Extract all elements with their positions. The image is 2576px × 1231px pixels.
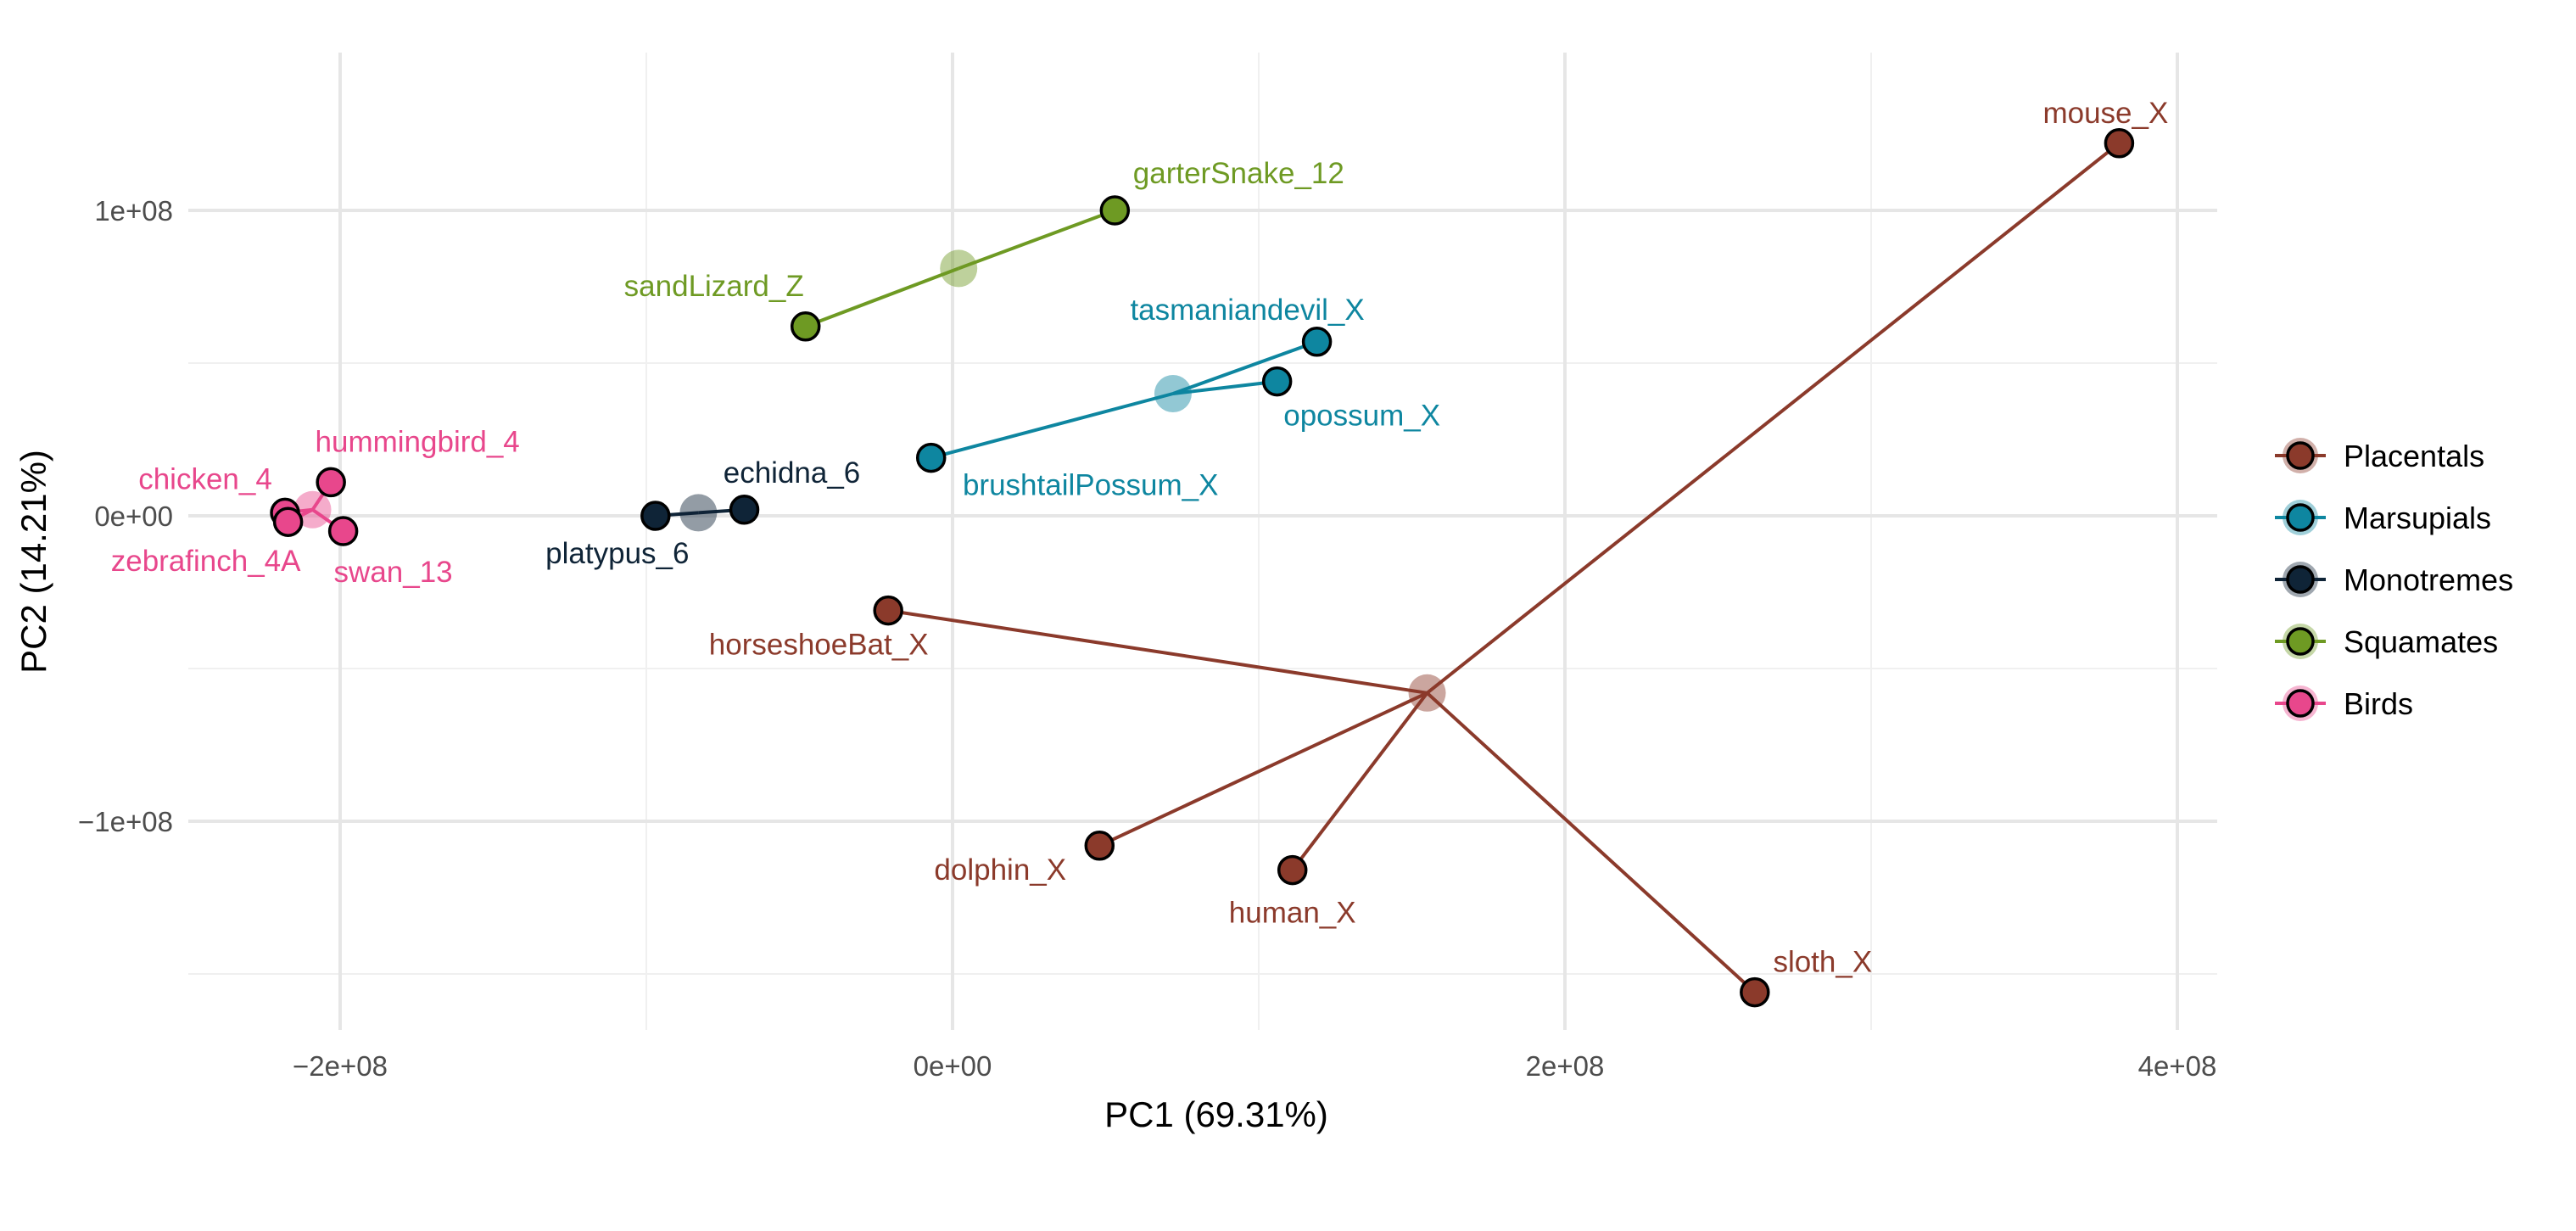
- centroid-birds: [293, 490, 332, 529]
- label-opossum_X: opossum_X: [1283, 400, 1440, 433]
- label-horseshoeBat_X: horseshoeBat_X: [709, 629, 929, 662]
- centroid-monotremes: [679, 494, 718, 532]
- segment-human_X: [1291, 691, 1429, 871]
- legend-item-marsupials: Marsupials: [2275, 500, 2491, 535]
- legend-item-monotremes: Monotremes: [2275, 562, 2513, 597]
- label-zebrafinch_4A: zebrafinch_4A: [111, 545, 301, 578]
- label-tasmaniandevil_X: tasmaniandevil_X: [1130, 294, 1364, 327]
- x-tick-label: 2e+08: [1526, 1050, 1605, 1082]
- segment-garterSnake_12: [958, 209, 1116, 271]
- y-tick-label: 0e+00: [94, 501, 173, 532]
- centroid-squamates: [940, 249, 978, 288]
- centroid-placentals: [1408, 674, 1446, 712]
- legend-item-placentals: Placentals: [2275, 438, 2484, 473]
- legend-key: [2286, 441, 2315, 470]
- grid: [188, 53, 2217, 1030]
- point-tasmaniandevil_X: [1301, 327, 1333, 357]
- point-sloth_X: [1740, 976, 1770, 1008]
- y-tick-label: −1e+08: [78, 806, 173, 837]
- point-hummingbird_4: [316, 467, 346, 498]
- legend-key: [2286, 503, 2315, 532]
- group-centroids: [293, 249, 1446, 712]
- segment-sandLizard_Z: [805, 266, 959, 328]
- x-tick-label: 4e+08: [2138, 1050, 2217, 1082]
- legend-key: [2286, 689, 2315, 718]
- legend-item-squamates: Squamates: [2275, 624, 2498, 659]
- segment-horseshoeBat_X: [887, 608, 1428, 695]
- legend: Placentals Marsupials Monotremes Squamates B…: [2275, 438, 2513, 721]
- point-opossum_X: [1261, 366, 1293, 397]
- point-echidna_6: [729, 495, 760, 525]
- label-chicken_4: chicken_4: [138, 462, 272, 495]
- x-tick-label: 0e+00: [914, 1050, 992, 1082]
- point-mouse_X: [2104, 128, 2135, 159]
- legend-label: Birds: [2344, 686, 2413, 721]
- label-brushtailPossum_X: brushtailPossum_X: [963, 469, 1219, 502]
- segment-sloth_X: [1426, 691, 1757, 994]
- legend-label: Placentals: [2344, 439, 2484, 473]
- label-sandLizard_Z: sandLizard_Z: [624, 270, 804, 303]
- legend-key: [2286, 627, 2315, 656]
- legend-item-birds: Birds: [2275, 685, 2413, 721]
- segment-tasmaniandevil_X: [1172, 339, 1318, 395]
- y-tick-label: 1e+08: [94, 195, 173, 227]
- point-dolphin_X: [1084, 831, 1115, 861]
- x-tick-label: −2e+08: [293, 1050, 388, 1082]
- centroid-marsupials: [1154, 375, 1192, 412]
- legend-label: Marsupials: [2344, 501, 2491, 535]
- axis-ticks: −2e+08 0e+00 2e+08 4e+08 1e+08 0e+00 −1e+08: [78, 195, 2216, 1082]
- point-human_X: [1277, 854, 1308, 886]
- segment-opossum_X: [1172, 379, 1277, 395]
- point-garterSnake_12: [1099, 195, 1131, 226]
- point-sandLizard_Z: [790, 311, 821, 342]
- legend-label: Squamates: [2344, 624, 2498, 659]
- point-zebrafinch_4A: [272, 506, 304, 537]
- label-human_X: human_X: [1229, 897, 1356, 930]
- label-echidna_6: echidna_6: [724, 456, 861, 490]
- point-horseshoeBat_X: [873, 595, 903, 626]
- segment-brushtailPossum_X: [930, 392, 1174, 460]
- point-brushtailPossum_X: [915, 442, 947, 473]
- point-platypus_6: [640, 501, 671, 531]
- segment-dolphin_X: [1098, 691, 1428, 848]
- label-platypus_6: platypus_6: [545, 537, 689, 570]
- point-labels: mouse_X horseshoeBat_X dolphin_X human_Xslo…: [111, 97, 2169, 979]
- legend-key: [2286, 565, 2315, 594]
- segment-mouse_X: [1426, 142, 2121, 695]
- label-hummingbird_4: hummingbird_4: [316, 425, 520, 458]
- x-axis-title: PC1 (69.31%): [1104, 1094, 1328, 1134]
- data-points: [270, 128, 2135, 1008]
- label-mouse_X: mouse_X: [2042, 97, 2168, 130]
- label-dolphin_X: dolphin_X: [934, 853, 1066, 887]
- label-sloth_X: sloth_X: [1773, 946, 1872, 979]
- y-axis-title: PC2 (14.21%): [14, 450, 53, 674]
- legend-label: Monotremes: [2344, 562, 2513, 597]
- point-swan_13: [327, 516, 359, 546]
- label-garterSnake_12: garterSnake_12: [1133, 157, 1344, 190]
- label-swan_13: swan_13: [334, 556, 453, 589]
